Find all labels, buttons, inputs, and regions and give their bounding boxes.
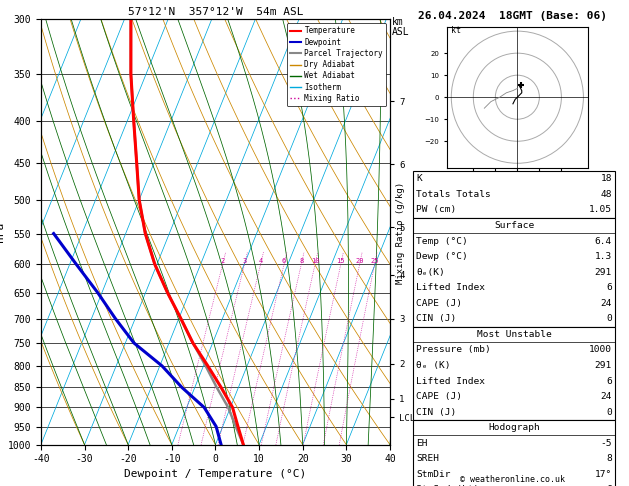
Text: -5: -5 bbox=[601, 439, 612, 448]
Text: Temp (°C): Temp (°C) bbox=[416, 237, 468, 245]
Text: kt: kt bbox=[451, 26, 461, 35]
Text: θₑ (K): θₑ (K) bbox=[416, 361, 451, 370]
Text: 24: 24 bbox=[601, 299, 612, 308]
Legend: Temperature, Dewpoint, Parcel Trajectory, Dry Adiabat, Wet Adiabat, Isotherm, Mi: Temperature, Dewpoint, Parcel Trajectory… bbox=[287, 23, 386, 106]
Text: 0: 0 bbox=[606, 408, 612, 417]
Text: CIN (J): CIN (J) bbox=[416, 408, 457, 417]
Title: 57°12'N  357°12'W  54m ASL: 57°12'N 357°12'W 54m ASL bbox=[128, 7, 303, 17]
Text: 25: 25 bbox=[370, 258, 379, 264]
Text: CAPE (J): CAPE (J) bbox=[416, 392, 462, 401]
Text: 1.05: 1.05 bbox=[589, 206, 612, 214]
Text: ASL: ASL bbox=[392, 27, 409, 37]
Text: 15: 15 bbox=[337, 258, 345, 264]
Text: K: K bbox=[416, 174, 422, 183]
Text: Dewp (°C): Dewp (°C) bbox=[416, 252, 468, 261]
Text: CIN (J): CIN (J) bbox=[416, 314, 457, 323]
Text: Totals Totals: Totals Totals bbox=[416, 190, 491, 199]
Text: 17°: 17° bbox=[595, 470, 612, 479]
Text: Mixing Ratio (g/kg): Mixing Ratio (g/kg) bbox=[396, 182, 404, 284]
Text: 8: 8 bbox=[299, 258, 303, 264]
Text: km: km bbox=[392, 17, 404, 27]
Text: © weatheronline.co.uk: © weatheronline.co.uk bbox=[460, 474, 565, 484]
Text: 6.4: 6.4 bbox=[595, 237, 612, 245]
Text: 291: 291 bbox=[595, 268, 612, 277]
Text: PW (cm): PW (cm) bbox=[416, 206, 457, 214]
Text: 24: 24 bbox=[601, 392, 612, 401]
Text: 26.04.2024  18GMT (Base: 06): 26.04.2024 18GMT (Base: 06) bbox=[418, 11, 607, 21]
Text: Most Unstable: Most Unstable bbox=[477, 330, 552, 339]
Text: 48: 48 bbox=[601, 190, 612, 199]
Text: 8: 8 bbox=[606, 454, 612, 463]
Y-axis label: hPa: hPa bbox=[0, 222, 5, 242]
Text: 291: 291 bbox=[595, 361, 612, 370]
Text: 1000: 1000 bbox=[589, 346, 612, 354]
Text: Lifted Index: Lifted Index bbox=[416, 283, 486, 292]
Text: 0: 0 bbox=[606, 314, 612, 323]
Text: 3: 3 bbox=[242, 258, 247, 264]
Text: Lifted Index: Lifted Index bbox=[416, 377, 486, 385]
Text: 6: 6 bbox=[282, 258, 286, 264]
Text: Surface: Surface bbox=[494, 221, 534, 230]
Text: 10: 10 bbox=[311, 258, 320, 264]
Text: SREH: SREH bbox=[416, 454, 440, 463]
Text: Pressure (mb): Pressure (mb) bbox=[416, 346, 491, 354]
Text: StmDir: StmDir bbox=[416, 470, 451, 479]
Text: 18: 18 bbox=[601, 174, 612, 183]
Text: 1.3: 1.3 bbox=[595, 252, 612, 261]
Text: EH: EH bbox=[416, 439, 428, 448]
X-axis label: Dewpoint / Temperature (°C): Dewpoint / Temperature (°C) bbox=[125, 469, 306, 479]
Text: Hodograph: Hodograph bbox=[488, 423, 540, 432]
Text: 4: 4 bbox=[259, 258, 263, 264]
Text: θₑ(K): θₑ(K) bbox=[416, 268, 445, 277]
Text: 2: 2 bbox=[221, 258, 225, 264]
Text: 6: 6 bbox=[606, 283, 612, 292]
Text: 20: 20 bbox=[355, 258, 364, 264]
Text: CAPE (J): CAPE (J) bbox=[416, 299, 462, 308]
Text: 6: 6 bbox=[606, 377, 612, 385]
